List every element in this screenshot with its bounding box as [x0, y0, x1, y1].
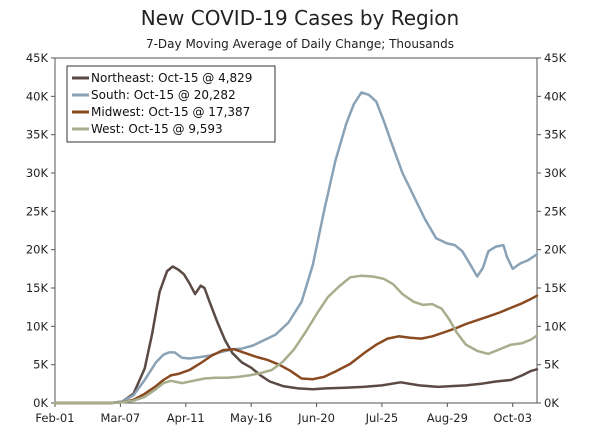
- chart-subtitle: 7-Day Moving Average of Daily Change; Th…: [145, 37, 455, 51]
- y-tick-label-left: 15K: [26, 281, 49, 295]
- legend-box: [66, 65, 276, 143]
- series-line-midwest: [53, 294, 539, 405]
- series-line-northeast: [53, 265, 539, 405]
- x-tick-label: Oct-03: [493, 411, 532, 425]
- y-tick-label-right: 15K: [544, 281, 567, 295]
- x-tick-label: Apr-11: [167, 411, 205, 425]
- y-tick-label-left: 45K: [26, 51, 49, 65]
- y-tick-label-right: 10K: [544, 319, 567, 333]
- legend: Northeast: Oct-15 @ 4,829 South: Oct-15 @…: [66, 65, 276, 143]
- x-tick-label: May-16: [230, 411, 272, 425]
- y-tick-label-left: 10K: [26, 319, 49, 333]
- series-layer: [53, 91, 539, 405]
- y-tick-label-right: 30K: [544, 166, 567, 180]
- legend-label-midwest: Midwest: Oct-15 @ 17,387: [91, 105, 250, 119]
- y-tick-label-left: 30K: [26, 166, 49, 180]
- plot-area-frame: [54, 57, 538, 404]
- axes: 0K 0K 5K 5K 10K 10K 15K 15K 20K 20K 25K 25K 30K 30K 35…: [26, 51, 567, 425]
- y-tick-label-right: 40K: [544, 89, 567, 103]
- x-tick-label: Aug-29: [427, 411, 468, 425]
- legend-label-northeast: Northeast: Oct-15 @ 4,829: [91, 71, 252, 85]
- x-tick-label: Jun-20: [297, 411, 335, 425]
- chart-title: New COVID-19 Cases by Region: [140, 6, 460, 30]
- y-tick-label-left: 40K: [26, 89, 49, 103]
- y-tick-label-right: 35K: [544, 128, 567, 142]
- y-tick-label-right: 0K: [544, 396, 559, 410]
- y-tick-label-right: 25K: [544, 204, 567, 218]
- legend-label-west: West: Oct-15 @ 9,593: [91, 122, 223, 136]
- series-line-west: [53, 274, 539, 405]
- y-tick-label-left: 25K: [26, 204, 49, 218]
- x-tick-label: Feb-01: [35, 411, 74, 425]
- legend-label-south: South: Oct-15 @ 20,282: [91, 88, 236, 102]
- y-tick-label-right: 5K: [544, 358, 559, 372]
- y-tick-label-left: 0K: [33, 396, 48, 410]
- y-tick-label-right: 20K: [544, 243, 567, 257]
- y-tick-label-left: 35K: [26, 128, 49, 142]
- x-tick-label: Mar-07: [101, 411, 141, 425]
- y-tick-label-left: 5K: [33, 358, 48, 372]
- y-tick-label-right: 45K: [544, 51, 567, 65]
- x-tick-label: Jul-25: [365, 411, 399, 425]
- series-line-south: [53, 91, 539, 405]
- y-tick-label-left: 20K: [26, 243, 49, 257]
